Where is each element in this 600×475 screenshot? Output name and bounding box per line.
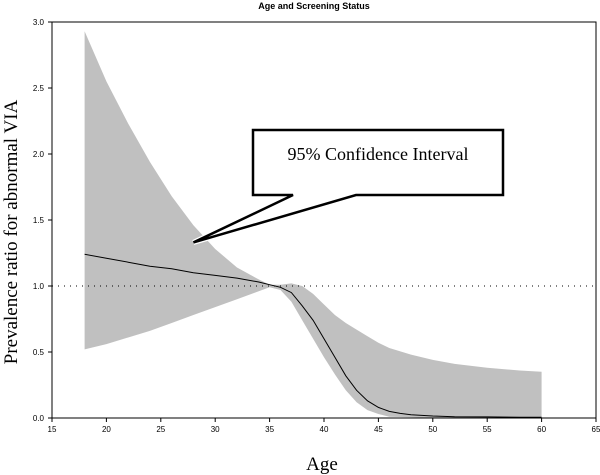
estimate-line-layer [84, 253, 542, 418]
x-tick-label: 35 [265, 425, 274, 434]
y-tick-label: 0.0 [33, 414, 45, 423]
x-tick-label: 30 [211, 425, 220, 434]
y-tick-label: 1.5 [33, 216, 45, 225]
callout-text: 95% Confidence Interval [288, 144, 469, 164]
y-tick-label: 2.0 [33, 150, 45, 159]
callout: 95% Confidence Interval [192, 127, 506, 245]
x-tick-label: 15 [48, 425, 57, 434]
x-tick-label: 20 [102, 425, 111, 434]
x-tick-label: 60 [537, 425, 546, 434]
y-axis-label: Prevalence ratio for abnormal VIA [1, 99, 22, 364]
x-tick-label: 25 [156, 425, 165, 434]
x-tick-label: 65 [592, 425, 600, 434]
confidence-band-layer [84, 31, 542, 418]
x-tick-label: 45 [374, 425, 383, 434]
y-tick-label: 1.0 [33, 282, 45, 291]
chart-title: Age and Screening Status [258, 1, 370, 11]
x-axis-label: Age [306, 454, 338, 475]
y-tick-label: 2.5 [33, 84, 45, 93]
confidence-band [84, 31, 542, 418]
x-tick-label: 40 [320, 425, 329, 434]
y-tick-label: 3.0 [33, 18, 45, 27]
estimate-line [84, 253, 542, 418]
y-tick-label: 0.5 [33, 348, 45, 357]
callout-box [192, 128, 505, 244]
axes: 15 20 25 30 35 40 45 50 55 60 65 0.0 0.5 1.0 1.5 2.0 2.5… [33, 18, 600, 434]
x-tick-label: 50 [428, 425, 437, 434]
x-tick-label: 55 [483, 425, 492, 434]
